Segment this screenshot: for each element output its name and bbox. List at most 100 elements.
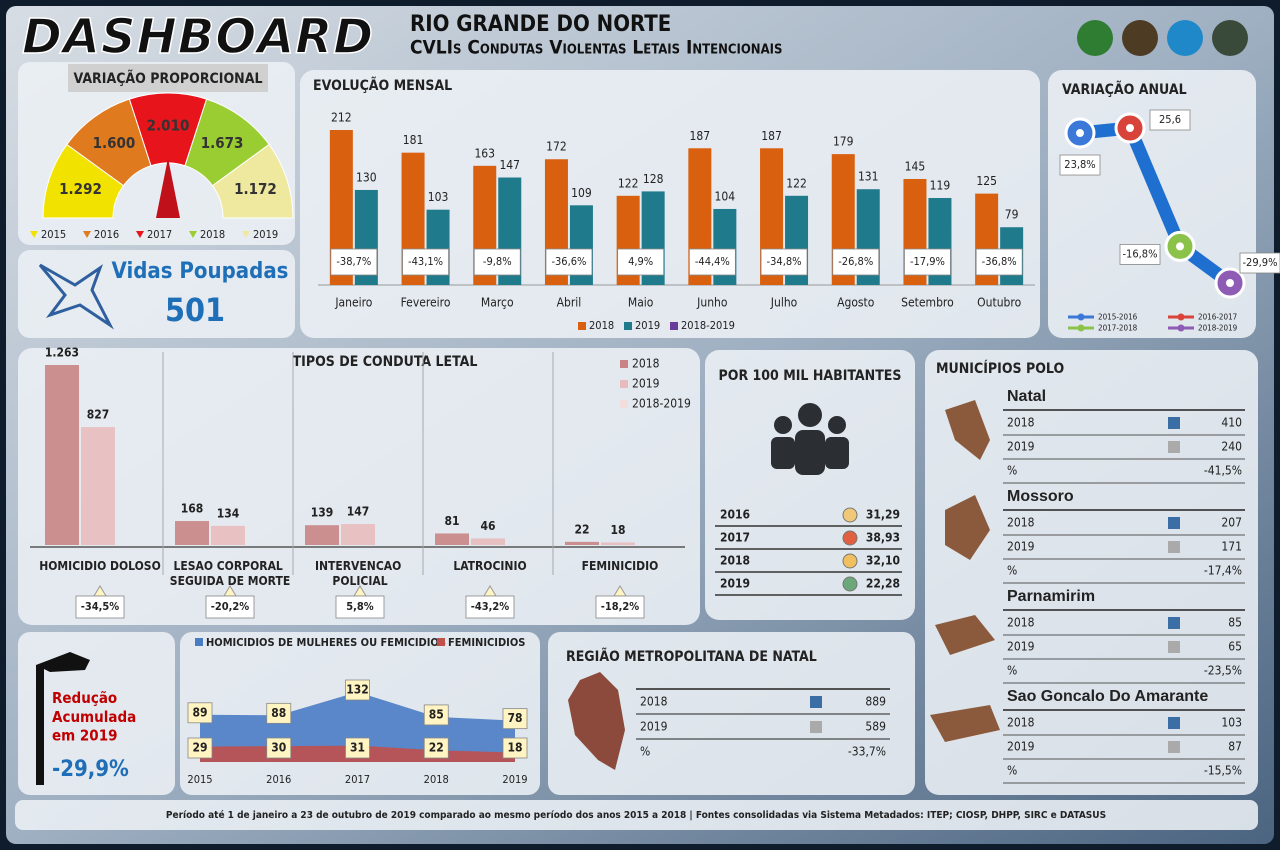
row-label: 2018: [1007, 716, 1035, 730]
row-value: 85: [1228, 616, 1242, 630]
bar: [175, 521, 209, 545]
table-title: REGIÃO METROPOLITANA DE NATAL: [566, 648, 817, 665]
bar-label: 122: [786, 176, 807, 190]
chart-title: EVOLUÇÃO MENSAL: [313, 77, 452, 94]
reducao-label: Redução Acumulada em 2019: [52, 689, 141, 745]
bar-label: 104: [715, 189, 736, 203]
bar-icon: [1168, 517, 1180, 529]
legend-dot: [1177, 313, 1185, 321]
legend-dot: [1177, 324, 1185, 332]
status-dot: [842, 530, 858, 546]
value-box-label: 85: [429, 707, 444, 721]
legend-dot: [1077, 313, 1085, 321]
legend-label: HOMICIDIOS DE MULHERES OU FEMICIDIOS: [206, 636, 446, 649]
row-value: 31,29: [866, 508, 900, 522]
point-box: [1119, 244, 1161, 265]
bar: [81, 427, 115, 545]
change-box: [832, 248, 880, 276]
legend-label: 2018: [632, 357, 660, 371]
legend-swatch: [195, 638, 203, 646]
row-label: 2019: [1007, 440, 1035, 454]
region-map: [568, 672, 625, 770]
row-value: -15,5%: [1204, 764, 1242, 778]
bar-label: 139: [311, 506, 334, 520]
x-tick-label: 2017: [345, 773, 370, 786]
legend-label: 2018: [589, 319, 614, 332]
value-box-label: 88: [271, 706, 286, 720]
change-box-label: -26,8%: [838, 255, 873, 268]
x-tick-label: Fevereiro: [401, 296, 451, 310]
gauge-segment: [211, 143, 294, 219]
row-value: -41,5%: [1204, 464, 1242, 478]
legend-label: 2015: [41, 228, 66, 241]
value-box: [345, 737, 370, 759]
row-label: 2018: [640, 695, 668, 709]
legend-swatch: [83, 231, 91, 238]
bar-label: 125: [976, 174, 997, 188]
bar-label: 130: [356, 170, 377, 184]
value-box: [423, 737, 449, 759]
change-box: [617, 248, 665, 276]
bar-label: 79: [1005, 208, 1019, 222]
bar-label: 145: [905, 159, 926, 173]
reducao-value: -29,9%: [52, 757, 129, 782]
row-label: 2019: [1007, 640, 1035, 654]
panel: [18, 348, 700, 625]
lamp: [36, 652, 90, 672]
change-box-label: -9,8%: [483, 255, 512, 268]
legend-swatch: [242, 231, 250, 238]
legend-label: 2019: [253, 228, 278, 241]
change-box-label: -34,5%: [81, 600, 120, 613]
row-value: 65: [1228, 640, 1242, 654]
bar-label: 172: [546, 140, 567, 154]
change-box-label: 4,9%: [628, 255, 653, 268]
bar-label: 147: [347, 505, 370, 519]
value-box: [187, 702, 213, 724]
bar-label: 109: [571, 186, 592, 200]
x-tick-label: Agosto: [837, 296, 875, 310]
point-box-label: -29,9%: [1242, 256, 1277, 269]
subtitle: CVLIs Condutas Violentas Letais Intencio…: [410, 37, 782, 59]
logos: [1077, 20, 1248, 56]
legend-swatch: [620, 380, 628, 388]
row-label: 2019: [640, 720, 668, 734]
legend-label: 2019: [635, 319, 660, 332]
value-box: [502, 708, 528, 730]
row-value: 240: [1221, 440, 1242, 454]
bar: [471, 538, 505, 545]
change-box: [402, 248, 449, 276]
row-label: 2019: [1007, 540, 1035, 554]
change-box-label: -38,7%: [336, 255, 371, 268]
bar: [341, 524, 375, 545]
x-tick-label: FEMINICIDIO: [582, 559, 659, 573]
legend-label: 2018: [200, 228, 225, 241]
value-box: [266, 737, 292, 759]
row-value: 22,28: [866, 577, 900, 591]
municipio-map: [930, 705, 1000, 742]
point-box: [1059, 154, 1101, 176]
chart-title: VARIAÇÃO ANUAL: [1062, 81, 1187, 98]
legend-dot: [1077, 324, 1085, 332]
change-box-label: 5,8%: [346, 600, 374, 613]
change-box-label: -44,4%: [695, 255, 730, 268]
bar-label: 122: [618, 176, 639, 190]
change-box: [330, 248, 378, 276]
municipio-map: [945, 495, 990, 560]
legend-label: 2018-2019: [632, 397, 691, 411]
point-box-label: -16,8%: [1122, 247, 1157, 260]
title: DASHBOARD: [22, 9, 374, 65]
row-label: %: [1007, 664, 1017, 678]
value-box: [345, 679, 370, 701]
value-box-label: 89: [192, 705, 207, 719]
x-tick-label: Janeiro: [334, 296, 372, 310]
change-box: [465, 595, 515, 619]
x-tick-label: Março: [481, 296, 514, 310]
bar-label: 827: [87, 408, 110, 422]
logo: [1077, 20, 1113, 56]
value-box-label: 29: [192, 741, 207, 755]
row-value: 889: [865, 695, 886, 709]
value-box: [502, 737, 528, 759]
bar-icon: [1168, 717, 1180, 729]
chart-title: TIPOS DE CONDUTA LETAL: [293, 354, 478, 370]
